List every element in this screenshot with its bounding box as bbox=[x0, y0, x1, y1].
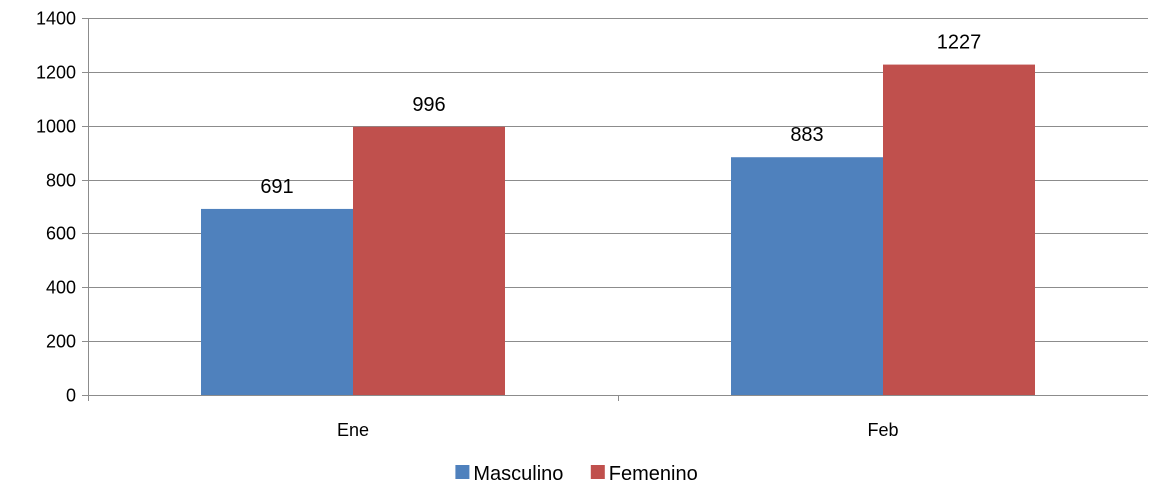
x-tick-label: Ene bbox=[337, 420, 369, 440]
data-label: 691 bbox=[260, 176, 293, 198]
y-tick-label: 0 bbox=[66, 386, 76, 406]
legend-swatch-masculino bbox=[455, 465, 470, 479]
y-tick-label: 200 bbox=[46, 332, 76, 352]
data-label: 1227 bbox=[937, 32, 982, 54]
y-tick-label: 800 bbox=[46, 171, 76, 191]
bar-femenino-ene bbox=[353, 126, 505, 395]
x-axis-ticks: Ene Feb bbox=[88, 395, 899, 440]
bar-masculino-ene bbox=[201, 208, 353, 395]
bar-masculino-feb bbox=[731, 157, 883, 395]
legend-swatch-femenino bbox=[590, 465, 605, 479]
y-tick-label: 400 bbox=[46, 278, 76, 298]
data-label: 883 bbox=[790, 124, 823, 146]
y-tick-label: 600 bbox=[46, 224, 76, 244]
y-tick-label: 1000 bbox=[36, 117, 76, 137]
x-tick-label: Feb bbox=[867, 420, 898, 440]
data-labels: 691 996 883 1227 bbox=[260, 32, 981, 198]
y-axis-ticks: 0 200 400 600 800 1000 1200 1400 bbox=[36, 9, 88, 406]
y-tick-label: 1400 bbox=[36, 9, 76, 29]
bars bbox=[201, 64, 1035, 395]
legend: Masculino Femenino bbox=[455, 463, 698, 485]
legend-label-masculino: Masculino bbox=[473, 463, 563, 485]
data-label: 996 bbox=[412, 94, 445, 116]
bar-femenino-feb bbox=[883, 64, 1035, 395]
y-tick-label: 1200 bbox=[36, 63, 76, 83]
legend-label-femenino: Femenino bbox=[609, 463, 698, 485]
